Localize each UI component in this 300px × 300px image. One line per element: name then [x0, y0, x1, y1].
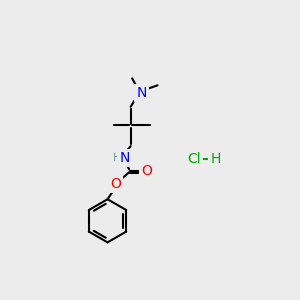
Text: N: N — [136, 86, 147, 100]
Text: H: H — [210, 152, 220, 166]
Text: H: H — [112, 153, 121, 163]
Text: N: N — [119, 151, 130, 165]
Text: O: O — [110, 177, 121, 191]
Text: Cl: Cl — [187, 152, 201, 166]
Text: O: O — [141, 164, 152, 178]
